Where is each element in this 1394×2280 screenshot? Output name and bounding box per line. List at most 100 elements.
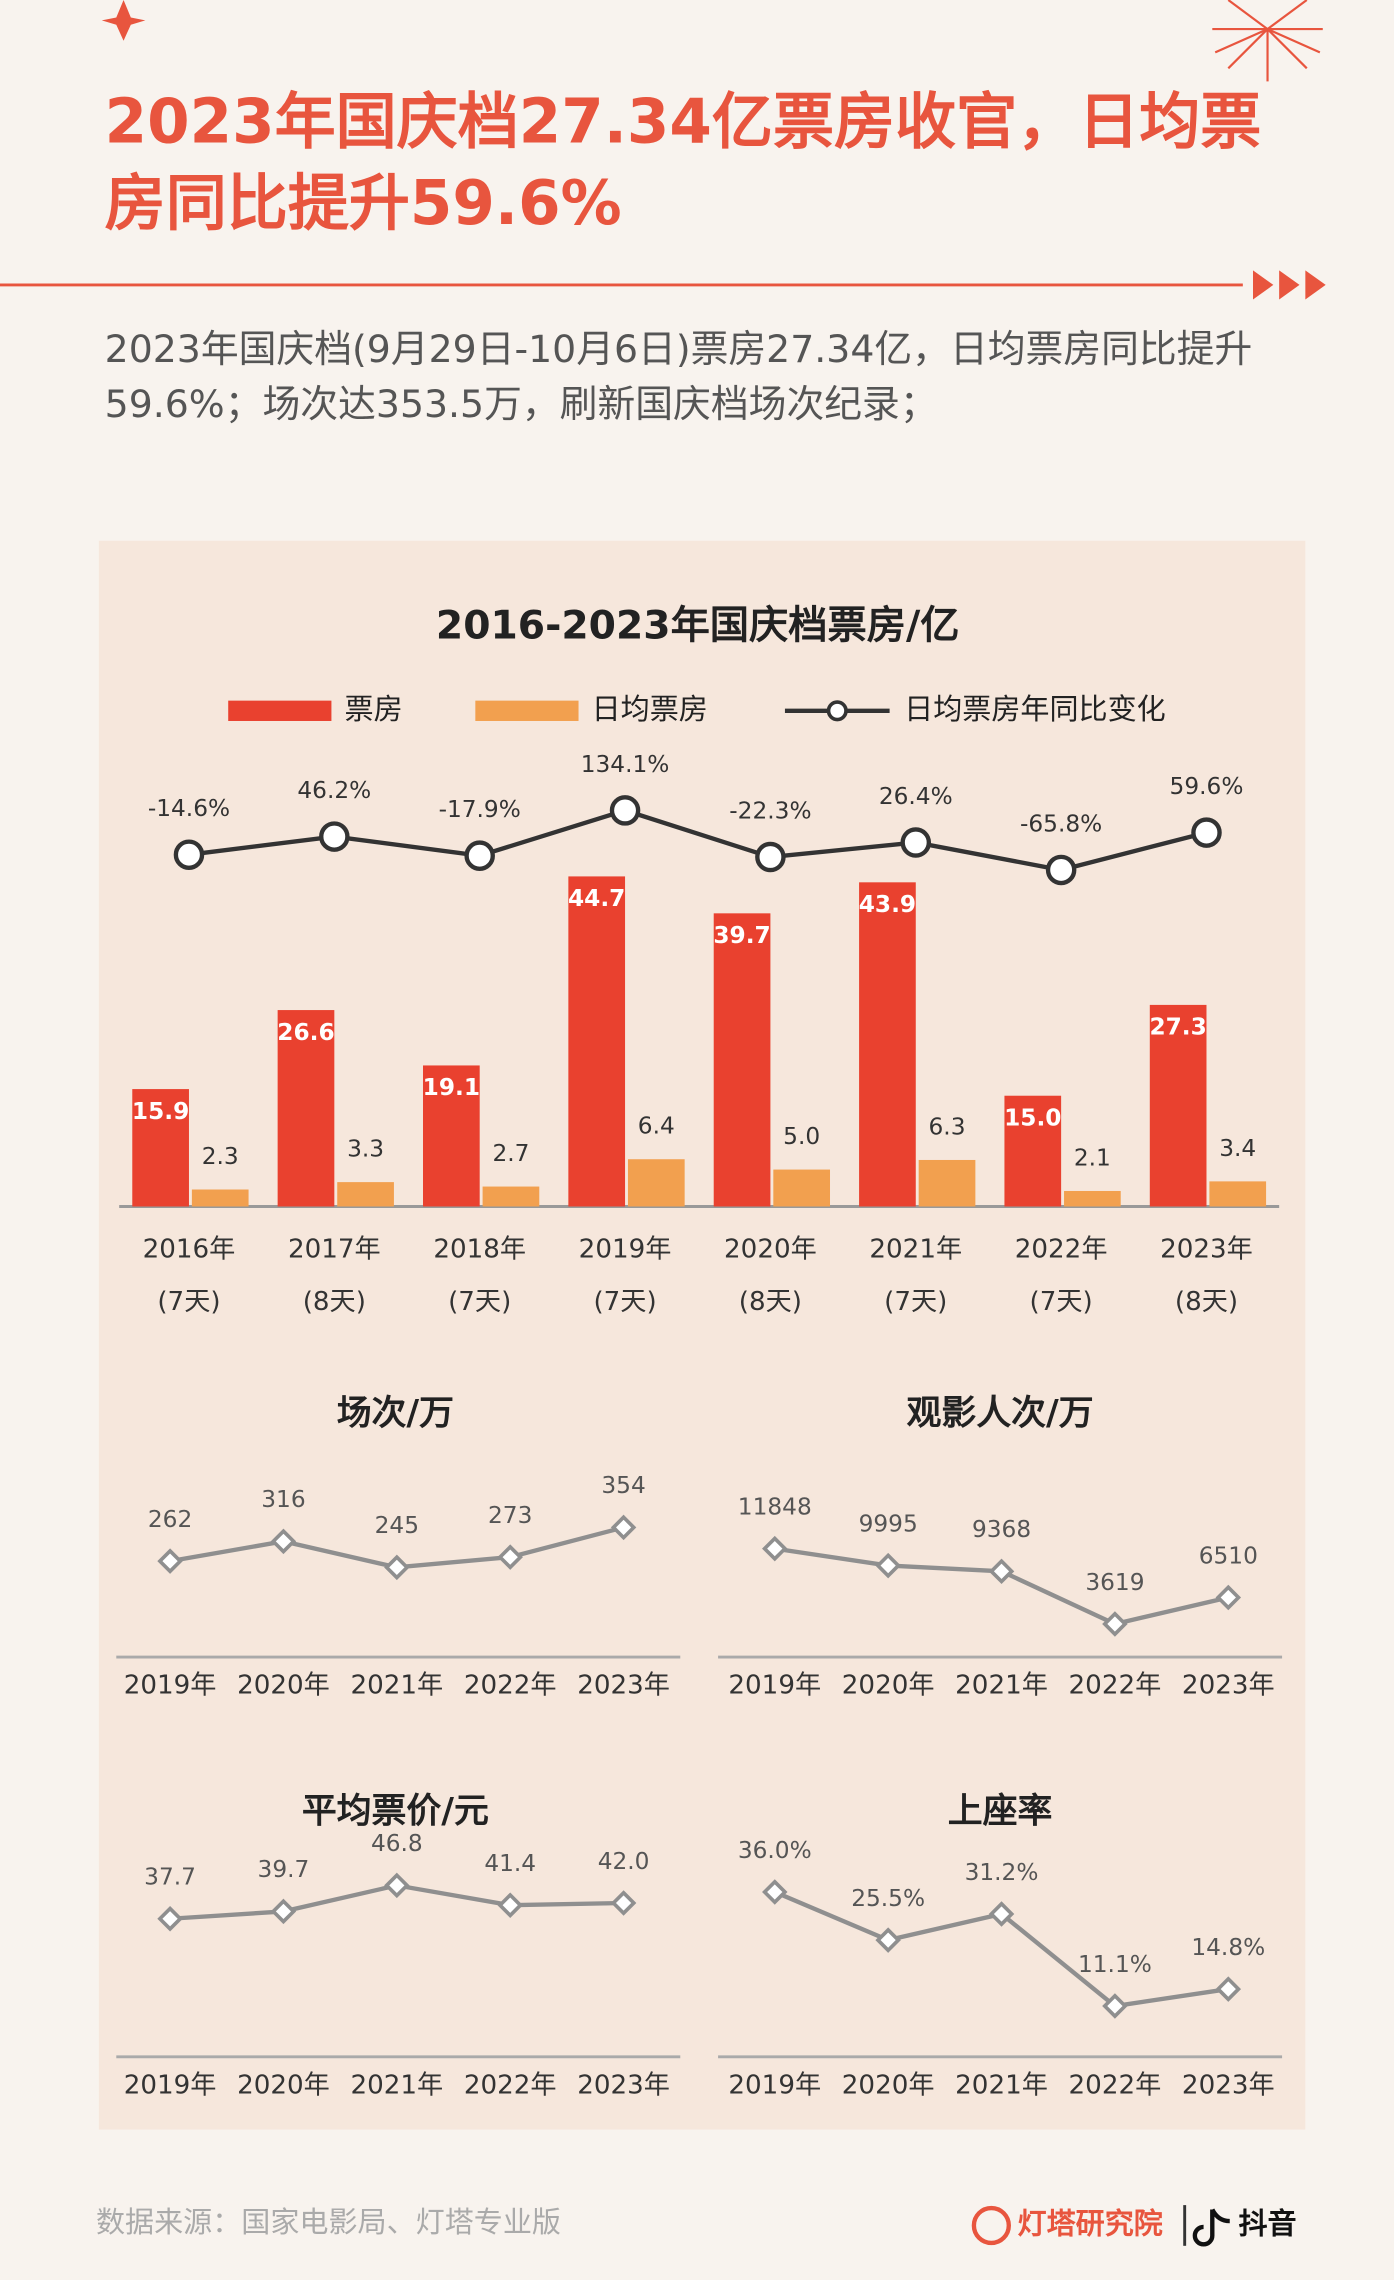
x-tick-label: (8天) <box>1175 1287 1238 1317</box>
bar <box>1149 1004 1207 1207</box>
data-label: 134.1% <box>581 751 670 778</box>
data-label: -14.6% <box>148 795 230 822</box>
data-label: 39.7 <box>713 922 770 949</box>
trend-point <box>755 841 786 873</box>
x-tick-label: (7天) <box>448 1287 511 1317</box>
data-label: 46.2% <box>297 777 371 804</box>
data-label: 3619 <box>1085 1569 1144 1596</box>
x-tick-label: 2019年 <box>579 1235 672 1265</box>
x-tick-label: (7天) <box>157 1287 220 1317</box>
title: 2023年国庆档27.34亿票房收官，日均票房同比提升59.6% <box>104 85 1262 239</box>
data-label: 43.9 <box>859 891 916 918</box>
data-label: 273 <box>488 1502 532 1529</box>
bar <box>277 1010 335 1207</box>
trend-point <box>173 839 205 870</box>
x-tick-label: 2019年 <box>124 2070 217 2100</box>
bar <box>132 1089 189 1207</box>
marker <box>1215 1584 1242 1611</box>
bar <box>337 1182 394 1207</box>
marker <box>157 1548 183 1574</box>
data-label: 36.0% <box>738 1837 812 1864</box>
data-label: 27.3 <box>1149 1014 1206 1041</box>
x-tick-label: (7天) <box>884 1287 947 1317</box>
trend-line <box>188 808 1208 873</box>
data-label: -17.9% <box>439 796 521 823</box>
bar <box>1004 1095 1062 1207</box>
data-label: 9368 <box>972 1516 1031 1543</box>
x-tick-label: (7天) <box>1030 1287 1093 1317</box>
x-tick-label: 2020年 <box>237 1671 330 1701</box>
data-label: 37.7 <box>144 1864 196 1891</box>
data-label: 2.3 <box>202 1143 239 1170</box>
x-tick-label: 2021年 <box>955 2070 1048 2100</box>
x-tick-label: 2020年 <box>237 2070 330 2100</box>
bar <box>627 1159 685 1207</box>
data-label: 25.5% <box>851 1885 925 1912</box>
x-tick-label: (8天) <box>739 1287 802 1317</box>
data-label: 9995 <box>859 1510 918 1537</box>
x-tick-label: 2023年 <box>1182 1671 1275 1701</box>
brand: 灯塔研究院 <box>1018 2206 1163 2240</box>
marker <box>270 1528 297 1555</box>
marker <box>610 1890 637 1916</box>
data-label: 6.4 <box>638 1113 675 1140</box>
data-label: 6510 <box>1199 1542 1258 1569</box>
data-label: 316 <box>261 1486 305 1513</box>
data-label: 3.3 <box>347 1136 384 1163</box>
chart-title: 上座率 <box>948 1792 1053 1832</box>
x-tick-label: 2021年 <box>869 1235 962 1265</box>
data-label: 31.2% <box>965 1859 1039 1886</box>
x-tick-label: 2023年 <box>1160 1235 1253 1265</box>
marker <box>497 1544 523 1570</box>
x-tick-label: 2019年 <box>728 1671 821 1701</box>
bar <box>568 876 626 1207</box>
data-label: 14.8% <box>1191 1934 1265 1961</box>
source: 数据来源：国家电影局、灯塔专业版 <box>96 2205 561 2239</box>
trend-point <box>464 840 495 871</box>
x-tick-label: (7天) <box>593 1287 656 1317</box>
marker <box>497 1892 523 1918</box>
marker <box>988 1901 1015 1927</box>
x-tick-label: (8天) <box>303 1287 366 1317</box>
marker <box>610 1514 637 1541</box>
legend-swatch <box>475 700 579 721</box>
brand: 抖音 <box>1238 2206 1296 2240</box>
firework <box>1212 0 1323 82</box>
x-tick-label: 2017年 <box>288 1235 381 1265</box>
data-label: 262 <box>148 1506 192 1533</box>
data-label: 39.7 <box>258 1856 310 1883</box>
data-label: 26.4% <box>879 783 953 810</box>
bar <box>191 1189 249 1207</box>
bar <box>859 882 916 1207</box>
x-tick-label: 2018年 <box>433 1235 526 1265</box>
bar <box>713 913 771 1207</box>
data-label: -22.3% <box>729 797 811 824</box>
data-label: 26.6 <box>277 1019 334 1046</box>
chart-title: 平均票价/元 <box>302 1792 489 1832</box>
x-tick-label: 2021年 <box>955 1671 1048 1701</box>
x-tick-label: 2023年 <box>577 1671 670 1701</box>
marker <box>1102 1611 1128 1637</box>
chart-title: 2016-2023年国庆档票房/亿 <box>436 603 960 648</box>
x-tick-label: 2023年 <box>577 2070 670 2100</box>
marker <box>1215 1976 1242 2002</box>
chart-panel <box>98 540 1306 2130</box>
x-tick-label: 2019年 <box>124 1671 217 1701</box>
marker <box>270 1898 297 1925</box>
marker <box>157 1906 183 1932</box>
x-tick-label: 2020年 <box>842 1671 935 1701</box>
data-label: 42.0 <box>598 1848 650 1875</box>
data-label: 354 <box>601 1472 645 1499</box>
legend-label: 日均票房年同比变化 <box>904 692 1166 726</box>
x-tick-label: 2021年 <box>350 2070 443 2100</box>
data-label: 245 <box>375 1512 419 1539</box>
marker <box>762 1879 788 1905</box>
marker <box>988 1558 1015 1585</box>
trend-point <box>1045 854 1077 886</box>
x-tick-label: 2022年 <box>464 2070 557 2100</box>
marker <box>384 1554 410 1581</box>
data-label: 41.4 <box>484 1850 536 1877</box>
data-label: 3.4 <box>1219 1135 1256 1162</box>
